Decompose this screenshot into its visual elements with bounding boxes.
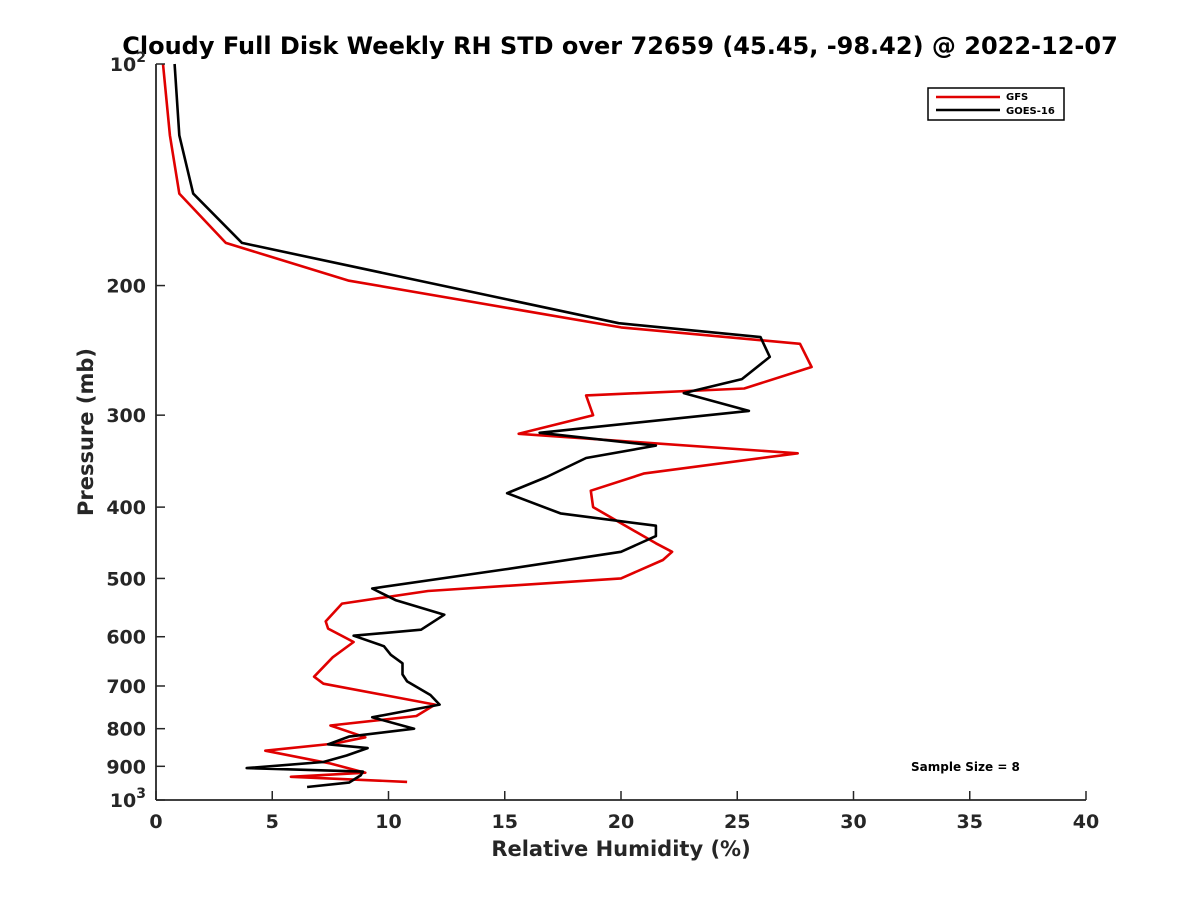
x-axis-label: Relative Humidity (%) [491, 837, 750, 861]
x-axis-ticks: 0 5 10 15 20 25 30 35 40 [149, 791, 1099, 833]
x-tick-label: 30 [840, 811, 866, 833]
y-axis-label: Pressure (mb) [74, 348, 98, 516]
legend-box [927, 87, 1065, 121]
y-tick-label: 400 [106, 497, 146, 519]
legend-label-goes-16: GOES-16 [1006, 106, 1055, 117]
x-tick-label: 40 [1073, 811, 1099, 833]
legend: GFS GOES-16 [927, 87, 1065, 121]
chart-title: Cloudy Full Disk Weekly RH STD over 7265… [122, 32, 1118, 60]
y-tick-label: 900 [106, 756, 146, 778]
x-tick-label: 0 [149, 811, 162, 833]
series-layer [161, 63, 813, 789]
x-tick-label: 5 [266, 811, 279, 833]
y-tick-label: 200 [106, 276, 146, 298]
x-tick-label: 10 [375, 811, 401, 833]
y-tick-label: 500 [106, 568, 146, 590]
sample-size-annotation: Sample Size = 8 [911, 760, 1020, 774]
series-line-goes-16 [173, 63, 772, 789]
y-tick-label: 300 [106, 405, 146, 427]
y-tick-label: 600 [106, 627, 146, 649]
y-tick-label: 700 [106, 676, 146, 698]
x-tick-label: 20 [608, 811, 634, 833]
series-line-gfs [161, 63, 813, 784]
legend-label-gfs: GFS [1006, 92, 1028, 103]
x-tick-label: 15 [492, 811, 518, 833]
x-tick-label: 25 [724, 811, 750, 833]
x-tick-label: 35 [957, 811, 983, 833]
y-tick-label: 800 [106, 719, 146, 741]
